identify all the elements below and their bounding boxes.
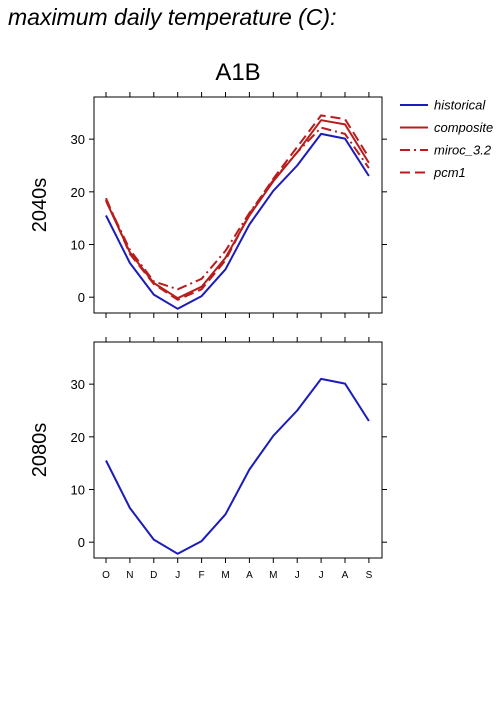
x-tick-label: J bbox=[295, 570, 300, 581]
y-tick-label: 10 bbox=[71, 483, 85, 498]
y-tick-label: 20 bbox=[71, 430, 85, 445]
page-title: maximum daily temperature (C): bbox=[8, 4, 337, 30]
x-tick-label: M bbox=[221, 570, 229, 581]
y-tick-label: 10 bbox=[71, 238, 85, 253]
series-line-pcm1 bbox=[105, 114, 370, 301]
series-line-historical bbox=[105, 132, 370, 310]
legend-label: miroc_3.2 bbox=[434, 143, 492, 158]
x-tick-label: J bbox=[319, 570, 324, 581]
x-tick-label: J bbox=[175, 570, 180, 581]
series-line-historical bbox=[105, 377, 370, 555]
row-label: 2040s bbox=[29, 178, 51, 233]
x-tick-label: S bbox=[366, 570, 373, 581]
panel-title: A1B bbox=[215, 59, 260, 86]
plot-frame bbox=[93, 96, 383, 314]
legend-label: pcm1 bbox=[433, 165, 466, 180]
y-tick-label: 0 bbox=[78, 535, 85, 550]
y-tick-label: 30 bbox=[71, 132, 85, 147]
x-tick-label: D bbox=[150, 570, 157, 581]
legend-label: composite bbox=[434, 120, 493, 135]
x-tick-label: M bbox=[269, 570, 277, 581]
y-tick-label: 0 bbox=[78, 290, 85, 305]
x-tick-label: O bbox=[102, 570, 110, 581]
series-line-miroc_3.2 bbox=[105, 126, 370, 291]
row-label: 2080s bbox=[29, 423, 51, 478]
x-tick-label: F bbox=[199, 570, 205, 581]
y-tick-label: 20 bbox=[71, 185, 85, 200]
x-tick-label: A bbox=[342, 570, 349, 581]
y-tick-label: 30 bbox=[71, 377, 85, 392]
x-tick-label: A bbox=[246, 570, 253, 581]
x-tick-label: N bbox=[126, 570, 133, 581]
legend-label: historical bbox=[434, 98, 486, 113]
plot-frame bbox=[93, 341, 383, 559]
